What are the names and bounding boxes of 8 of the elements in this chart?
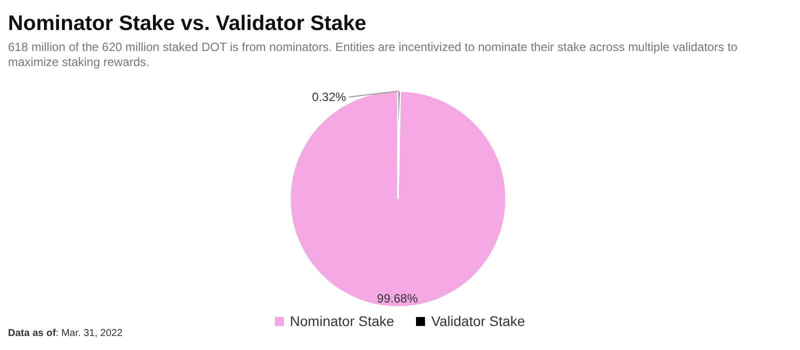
chart-title: Nominator Stake vs. Validator Stake — [8, 12, 366, 36]
pie-slice — [289, 90, 507, 308]
data-label: 0.32% — [312, 90, 346, 104]
legend-label: Validator Stake — [431, 313, 526, 329]
data-label: 99.68% — [377, 291, 418, 306]
text: Data as of: Mar. 31, 2022 — [8, 328, 123, 339]
legend-label: Nominator Stake — [290, 313, 394, 329]
chart-subtitle: 618 million of the 620 million staked DOT is from nominators. Entities are incentivized to nominate their stake across multiple validators to maximize staking rewards. — [8, 40, 738, 70]
